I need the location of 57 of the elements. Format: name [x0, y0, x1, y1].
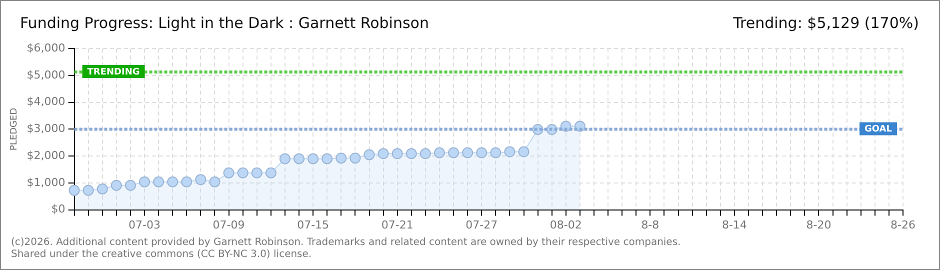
point [195, 174, 206, 186]
point [308, 153, 319, 164]
x-tick-label: 07-27 [466, 218, 498, 232]
x-tick-label: 07-09 [212, 218, 245, 232]
y-tick-label: $3,000 [26, 122, 66, 136]
point [181, 176, 192, 188]
y-axis-title: PLEDGED [10, 108, 20, 151]
point [82, 184, 94, 196]
y-tick-label: $5,000 [26, 68, 66, 82]
point [209, 176, 220, 188]
point [265, 167, 276, 178]
x-tick-label: 8-26 [890, 218, 916, 232]
point [518, 146, 530, 158]
chart-title: Funding Progress: Light in the Dark : Garnett Robinson [20, 14, 429, 32]
x-tick-label: 07-21 [381, 218, 414, 232]
point [153, 176, 164, 188]
x-tick-label: 07-15 [297, 218, 330, 232]
point [420, 148, 431, 160]
point [279, 153, 290, 164]
x-tick-label: 8-8 [641, 218, 660, 232]
point [462, 147, 474, 158]
point [392, 148, 403, 160]
point [124, 180, 136, 191]
point [139, 176, 150, 188]
point [68, 184, 80, 196]
point [448, 147, 460, 158]
point [237, 167, 248, 178]
point [336, 152, 347, 164]
point [294, 153, 305, 164]
point [378, 148, 389, 160]
x-tick-label: 8-14 [722, 218, 747, 232]
text: (c)2026. Additional content provided by Garnett Robinson. Trademarks and related content are owned by their respective companies. [11, 237, 681, 249]
chart-subtitle: Trending: $5,129 (170%) [733, 14, 919, 32]
point [434, 147, 445, 158]
point [110, 180, 122, 191]
y-tick-label: $4,000 [26, 95, 66, 108]
point [322, 153, 333, 164]
point [251, 167, 262, 178]
x-tick-label: 08-02 [550, 218, 582, 232]
point [350, 152, 361, 164]
point [223, 167, 234, 178]
point [490, 147, 502, 158]
y-tick-label: $2,000 [26, 148, 66, 162]
point [96, 183, 108, 194]
point [476, 147, 488, 158]
y-tick-label: $1,000 [26, 176, 66, 189]
x-tick-label: 8-20 [806, 218, 832, 232]
x-tick-label: 07-03 [128, 218, 161, 232]
ref-line-label: GOAL [864, 124, 892, 135]
point [364, 149, 375, 160]
point [504, 146, 516, 158]
point [167, 176, 178, 188]
y-tick-label: $0 [51, 202, 66, 216]
point [406, 148, 417, 160]
y-tick-label: $6,000 [26, 41, 66, 54]
text: Shared under the creative commons (CC BY-NC 3.0) license. [11, 249, 313, 261]
ref-line-label: TRENDING [87, 67, 140, 78]
